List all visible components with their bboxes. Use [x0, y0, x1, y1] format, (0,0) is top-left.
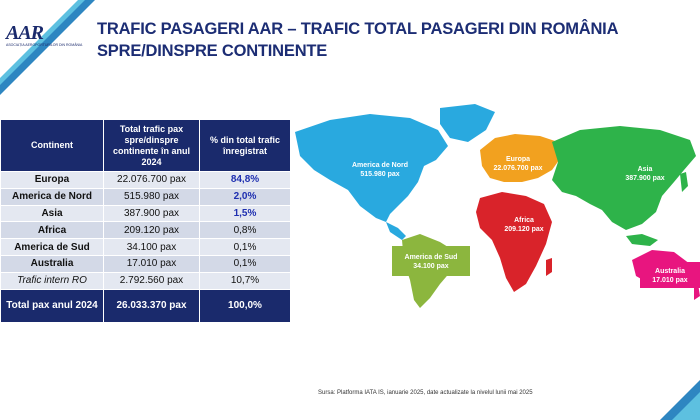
africa-name: Africa: [514, 217, 534, 224]
africa-label: Africa 209.120 pax: [484, 216, 564, 234]
south-america-name: America de Sud: [404, 254, 458, 261]
aar-logo: AAR ASOCIAȚIA AEROPORTURILOR DIN ROMÂNIA: [6, 22, 83, 47]
north-america-label: America de Nord 515.980 pax: [340, 161, 420, 179]
percent-cell: 2,0%: [199, 187, 291, 206]
asia-label: Asia 387.900 pax: [605, 165, 685, 183]
table-row: Africa 209.120 pax 0,8%: [0, 221, 291, 240]
table-row: Europa 22.076.700 pax 84,8%: [0, 171, 291, 189]
new-zealand-shape: [694, 284, 700, 300]
europe-shape: [480, 134, 562, 182]
bottom-right-decoration: [660, 380, 700, 420]
pax-cell: 387.900 pax: [103, 204, 200, 223]
asia-pax: 387.900 pax: [625, 175, 665, 182]
pax-cell: 209.120 pax: [103, 221, 200, 240]
traffic-table: Continent Total trafic pax spre/dinspre …: [0, 119, 291, 323]
australia-label-box: [640, 262, 700, 288]
header-total-traffic: Total trafic pax spre/dinspre continente…: [103, 119, 200, 172]
percent-cell: 0,1%: [199, 238, 291, 256]
table-row: America de Sud 34.100 pax 0,1%: [0, 238, 291, 256]
asia-name: Asia: [637, 166, 653, 173]
pax-cell: 22.076.700 pax: [103, 171, 200, 189]
australia-name: Australia: [655, 268, 685, 275]
pax-cell: 2.792.560 pax: [103, 271, 200, 290]
logo-mark: AAR: [6, 22, 44, 44]
australia-label: Australia 17.010 pax: [640, 267, 700, 285]
page-title: TRAFIC PASAGERI AAR – TRAFIC TOTAL PASAG…: [97, 20, 618, 60]
table-row: America de Nord 515.980 pax 2,0%: [0, 187, 291, 206]
south-america-label-box: [392, 246, 470, 276]
continent-cell: Europa: [0, 171, 104, 189]
continent-cell: Africa: [0, 221, 104, 240]
table-header-row: Continent Total trafic pax spre/dinspre …: [0, 119, 291, 172]
asia-shape: [552, 126, 696, 230]
table-row: Trafic intern RO 2.792.560 pax 10,7%: [0, 271, 291, 290]
percent-cell: 0,8%: [199, 221, 291, 240]
table-row: Australia 17.010 pax 0,1%: [0, 254, 291, 273]
continent-cell: Australia: [0, 254, 104, 273]
continent-cell: Trafic intern RO: [0, 271, 104, 290]
continent-cell: America de Sud: [0, 238, 104, 256]
continent-cell: Asia: [0, 204, 104, 223]
japan-shape: [680, 172, 688, 192]
header-continent: Continent: [0, 119, 104, 172]
europe-label: Europa 22.076.700 pax: [478, 155, 558, 173]
percent-cell: 1,5%: [199, 204, 291, 223]
total-percent: 100,0%: [199, 288, 291, 323]
pax-cell: 17.010 pax: [103, 254, 200, 273]
north-america-shape: [295, 114, 448, 222]
north-america-name: America de Nord: [351, 162, 409, 169]
table-total-row: Total pax anul 2024 26.033.370 pax 100,0…: [0, 288, 291, 323]
south-america-label: America de Sud 34.100 pax: [392, 253, 470, 271]
total-pax: 26.033.370 pax: [103, 288, 200, 323]
greenland-shape: [440, 104, 495, 142]
europe-pax: 22.076.700 pax: [493, 165, 543, 172]
indonesia-shape: [626, 234, 658, 246]
percent-cell: 0,1%: [199, 254, 291, 273]
madagascar-shape: [546, 258, 552, 276]
europe-name: Europa: [505, 156, 531, 163]
south-america-pax: 34.100 pax: [413, 263, 449, 270]
pax-cell: 34.100 pax: [103, 238, 200, 256]
continent-cell: America de Nord: [0, 187, 104, 206]
australia-pax: 17.010 pax: [652, 277, 688, 284]
table-row: Asia 387.900 pax 1,5%: [0, 204, 291, 223]
africa-pax: 209.120 pax: [504, 226, 544, 233]
north-america-pax: 515.980 pax: [360, 171, 400, 178]
logo-subtitle: ASOCIAȚIA AEROPORTURILOR DIN ROMÂNIA: [6, 43, 83, 47]
percent-cell: 10,7%: [199, 271, 291, 290]
world-map: [295, 104, 700, 308]
central-america-shape: [386, 222, 406, 240]
source-note: Sursa: Platforma IATA IS, ianuarie 2025,…: [318, 390, 533, 396]
corner-decoration: [0, 0, 95, 95]
header-percent: % din total trafic înregistrat: [199, 119, 291, 172]
pax-cell: 515.980 pax: [103, 187, 200, 206]
percent-cell: 84,8%: [199, 171, 291, 189]
africa-shape: [476, 192, 552, 292]
total-label: Total pax anul 2024: [0, 288, 104, 323]
